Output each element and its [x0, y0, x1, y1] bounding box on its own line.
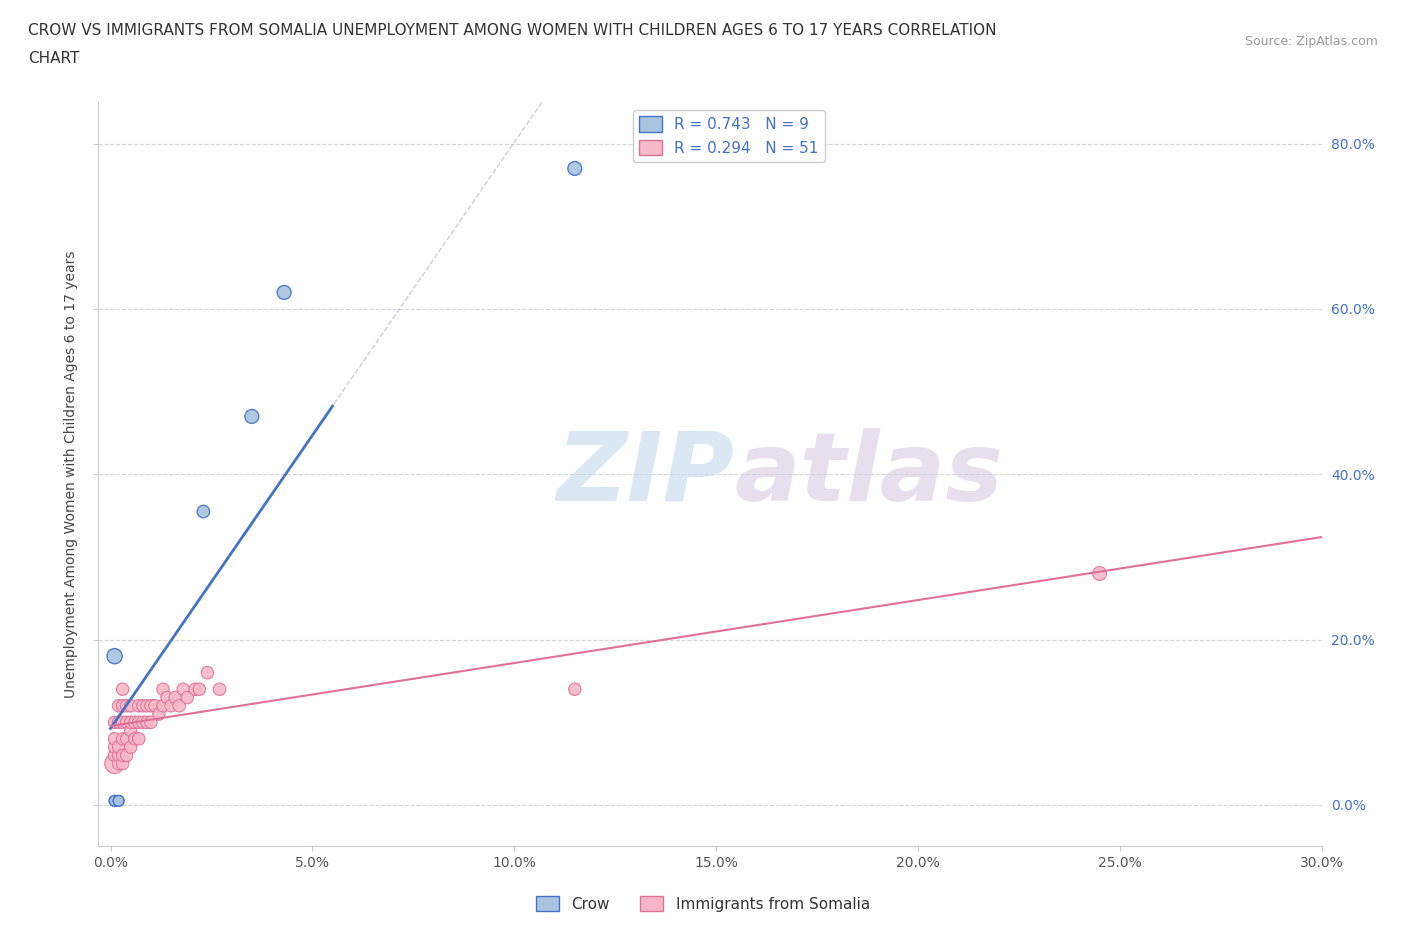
Point	[135, 698, 157, 713]
Point	[152, 698, 174, 713]
Point	[103, 756, 125, 771]
Point	[188, 682, 211, 697]
Point	[103, 739, 125, 754]
Point	[120, 698, 142, 713]
Point	[167, 698, 190, 713]
Point	[120, 724, 142, 738]
Point	[115, 748, 138, 763]
Point	[176, 690, 198, 705]
Point	[107, 748, 129, 763]
Point	[103, 715, 125, 730]
Text: atlas: atlas	[734, 428, 1004, 521]
Point	[128, 698, 150, 713]
Point	[111, 731, 134, 746]
Y-axis label: Unemployment Among Women with Children Ages 6 to 17 years: Unemployment Among Women with Children A…	[63, 250, 77, 698]
Text: Source: ZipAtlas.com: Source: ZipAtlas.com	[1244, 35, 1378, 48]
Point	[103, 649, 125, 664]
Point	[103, 793, 125, 808]
Legend: R = 0.743   N = 9, R = 0.294   N = 51: R = 0.743 N = 9, R = 0.294 N = 51	[633, 110, 825, 162]
Legend: Crow, Immigrants from Somalia: Crow, Immigrants from Somalia	[530, 889, 876, 918]
Point	[143, 698, 166, 713]
Point	[107, 793, 129, 808]
Point	[184, 682, 207, 697]
Point	[103, 748, 125, 763]
Point	[148, 707, 170, 722]
Text: CROW VS IMMIGRANTS FROM SOMALIA UNEMPLOYMENT AMONG WOMEN WITH CHILDREN AGES 6 TO: CROW VS IMMIGRANTS FROM SOMALIA UNEMPLOY…	[28, 23, 997, 38]
Point	[132, 715, 155, 730]
Point	[107, 756, 129, 771]
Point	[193, 504, 215, 519]
Point	[124, 715, 146, 730]
Point	[139, 715, 162, 730]
Point	[115, 715, 138, 730]
Point	[111, 698, 134, 713]
Text: CHART: CHART	[28, 51, 80, 66]
Point	[107, 793, 129, 808]
Point	[152, 682, 174, 697]
Point	[156, 690, 179, 705]
Point	[165, 690, 187, 705]
Point	[240, 409, 263, 424]
Point	[128, 731, 150, 746]
Point	[128, 715, 150, 730]
Point	[273, 285, 295, 299]
Point	[107, 739, 129, 754]
Point	[135, 715, 157, 730]
Point	[115, 731, 138, 746]
Point	[564, 682, 586, 697]
Point	[132, 698, 155, 713]
Point	[1088, 566, 1111, 581]
Point	[103, 731, 125, 746]
Point	[124, 731, 146, 746]
Point	[197, 665, 219, 680]
Point	[111, 756, 134, 771]
Point	[120, 739, 142, 754]
Point	[208, 682, 231, 697]
Point	[564, 161, 586, 176]
Point	[107, 715, 129, 730]
Point	[139, 698, 162, 713]
Point	[103, 793, 125, 808]
Point	[107, 698, 129, 713]
Point	[160, 698, 183, 713]
Point	[115, 698, 138, 713]
Text: ZIP: ZIP	[557, 428, 734, 521]
Point	[111, 682, 134, 697]
Point	[111, 748, 134, 763]
Point	[111, 715, 134, 730]
Point	[120, 715, 142, 730]
Point	[172, 682, 194, 697]
